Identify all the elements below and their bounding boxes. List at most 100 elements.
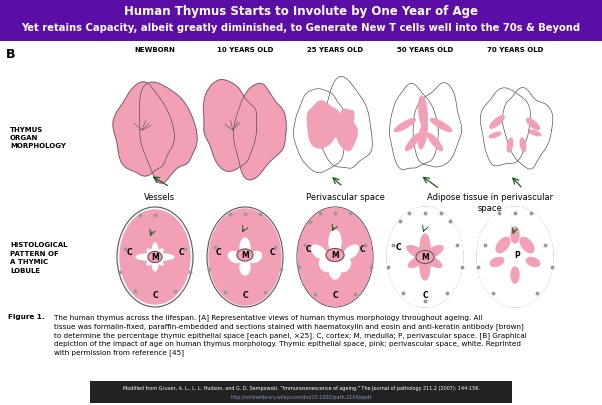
Polygon shape xyxy=(203,81,257,172)
Ellipse shape xyxy=(297,207,373,307)
Ellipse shape xyxy=(407,246,429,261)
Polygon shape xyxy=(389,84,438,170)
Ellipse shape xyxy=(329,230,341,254)
Text: NEWBORN: NEWBORN xyxy=(135,47,175,53)
Ellipse shape xyxy=(427,134,442,151)
Ellipse shape xyxy=(298,209,372,306)
Text: C: C xyxy=(152,291,158,300)
Ellipse shape xyxy=(421,246,443,261)
Polygon shape xyxy=(413,83,462,168)
Text: Yet retains Capacity, albeit greatly diminished, to Generate New T cells well in: Yet retains Capacity, albeit greatly dim… xyxy=(22,23,580,33)
Ellipse shape xyxy=(148,252,162,263)
Bar xyxy=(0,0,602,42)
Ellipse shape xyxy=(420,250,430,280)
Text: C: C xyxy=(269,248,275,257)
Ellipse shape xyxy=(422,255,442,268)
Ellipse shape xyxy=(340,259,350,272)
Ellipse shape xyxy=(209,209,281,305)
Ellipse shape xyxy=(511,228,519,243)
Text: M: M xyxy=(151,253,159,262)
Text: Human Thymus Starts to Involute by One Year of Age: Human Thymus Starts to Involute by One Y… xyxy=(124,4,478,17)
Ellipse shape xyxy=(507,139,513,153)
Ellipse shape xyxy=(406,134,420,151)
Text: C: C xyxy=(215,248,221,257)
Text: C: C xyxy=(359,245,365,254)
Polygon shape xyxy=(502,88,553,170)
Text: M: M xyxy=(421,253,429,262)
Text: C: C xyxy=(305,245,311,254)
Text: THYMUS
ORGAN
MORPHOLOGY: THYMUS ORGAN MORPHOLOGY xyxy=(10,126,66,149)
Ellipse shape xyxy=(320,259,330,272)
Text: P: P xyxy=(514,251,520,260)
Text: C: C xyxy=(126,248,132,257)
Text: M: M xyxy=(241,251,249,260)
Ellipse shape xyxy=(477,207,553,307)
Ellipse shape xyxy=(408,255,428,268)
Ellipse shape xyxy=(136,254,174,261)
Ellipse shape xyxy=(420,234,430,264)
Text: Adipose tissue in perivascular
space: Adipose tissue in perivascular space xyxy=(427,192,553,213)
Ellipse shape xyxy=(527,119,539,130)
Ellipse shape xyxy=(520,139,526,153)
Ellipse shape xyxy=(147,249,163,265)
Text: C: C xyxy=(395,243,401,252)
Polygon shape xyxy=(113,83,175,177)
Ellipse shape xyxy=(329,259,341,279)
Ellipse shape xyxy=(152,243,158,271)
Ellipse shape xyxy=(387,207,463,307)
Ellipse shape xyxy=(490,117,504,129)
Ellipse shape xyxy=(207,207,283,307)
Polygon shape xyxy=(480,89,530,166)
Ellipse shape xyxy=(387,207,463,307)
Ellipse shape xyxy=(326,249,344,262)
Ellipse shape xyxy=(311,245,327,259)
Text: 70 YEARS OLD: 70 YEARS OLD xyxy=(487,47,543,53)
Text: C: C xyxy=(332,291,338,300)
Ellipse shape xyxy=(511,267,519,284)
Ellipse shape xyxy=(416,251,434,264)
Ellipse shape xyxy=(147,249,163,265)
Text: http://onlinelibrary.wiley.com/doi/10.1002/path.2104/epdf: http://onlinelibrary.wiley.com/doi/10.10… xyxy=(231,394,371,399)
Ellipse shape xyxy=(490,258,504,267)
Text: Figure 1.: Figure 1. xyxy=(8,313,45,319)
Text: M: M xyxy=(331,251,339,260)
Ellipse shape xyxy=(240,239,250,260)
Ellipse shape xyxy=(394,119,415,132)
Bar xyxy=(90,381,512,403)
Text: Vessels: Vessels xyxy=(144,192,176,202)
Ellipse shape xyxy=(117,207,193,307)
Ellipse shape xyxy=(343,245,359,259)
Polygon shape xyxy=(340,110,354,130)
Text: 50 YEARS OLD: 50 YEARS OLD xyxy=(397,47,453,53)
Text: Modified from Gruver, A. L., L. L. Hudson, and G. D. Sempowski. "Immunosenescenc: Modified from Gruver, A. L., L. L. Hudso… xyxy=(123,386,479,390)
Polygon shape xyxy=(307,102,341,149)
Ellipse shape xyxy=(419,97,427,129)
Ellipse shape xyxy=(228,252,241,263)
Polygon shape xyxy=(320,77,373,169)
Polygon shape xyxy=(293,90,345,173)
Text: B: B xyxy=(6,48,16,61)
Ellipse shape xyxy=(477,207,553,307)
Ellipse shape xyxy=(529,131,541,136)
Ellipse shape xyxy=(489,133,501,139)
Ellipse shape xyxy=(120,211,190,304)
Ellipse shape xyxy=(249,252,261,263)
Ellipse shape xyxy=(526,258,540,267)
Polygon shape xyxy=(234,84,287,181)
Text: C: C xyxy=(242,291,248,300)
Text: The human thymus across the lifespan. [A] Representative views of human thymus m: The human thymus across the lifespan. [A… xyxy=(54,313,527,355)
Ellipse shape xyxy=(240,259,250,275)
Text: 10 YEARS OLD: 10 YEARS OLD xyxy=(217,47,273,53)
Ellipse shape xyxy=(419,122,427,149)
Ellipse shape xyxy=(520,238,534,253)
Polygon shape xyxy=(140,83,197,184)
Text: 25 YEARS OLD: 25 YEARS OLD xyxy=(307,47,363,53)
Text: C: C xyxy=(178,248,184,257)
Text: C: C xyxy=(422,291,428,300)
Polygon shape xyxy=(335,116,357,151)
Ellipse shape xyxy=(496,238,510,253)
Text: HISTOLOGICAL
PATTERN OF
A THYMIC
LOBULE: HISTOLOGICAL PATTERN OF A THYMIC LOBULE xyxy=(10,242,67,273)
Ellipse shape xyxy=(430,119,452,132)
Ellipse shape xyxy=(237,249,253,261)
Text: Perivascular space: Perivascular space xyxy=(306,192,385,202)
